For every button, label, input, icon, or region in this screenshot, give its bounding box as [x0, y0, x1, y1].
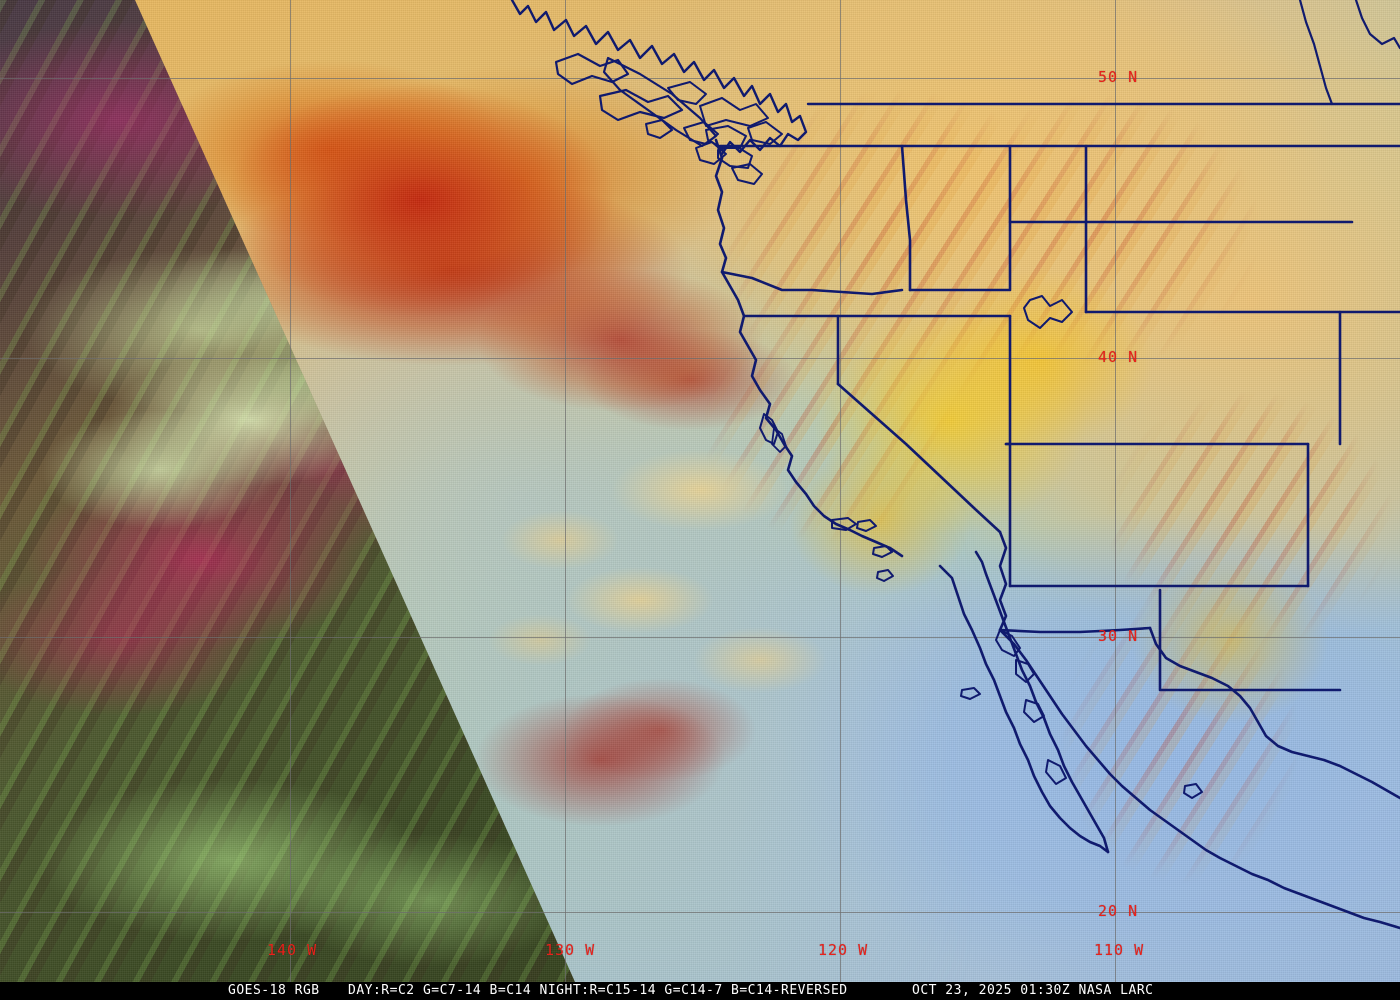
- caption-satellite: GOES-18 RGB: [228, 983, 320, 998]
- lat-label-30n: 30 N: [1098, 627, 1139, 645]
- lat-label-20n: 20 N: [1098, 902, 1139, 920]
- vancouver-island-puget-sound: [602, 56, 763, 185]
- lat-label-40n: 40 N: [1098, 348, 1139, 366]
- us-canada-border: [718, 0, 1400, 148]
- caption-bar: GOES-18 RGB DAY:R=C2 G=C7-14 B=C14 NIGHT…: [0, 982, 1400, 1000]
- channel-islands: [831, 517, 981, 700]
- lon-label-140w: 140 W: [267, 941, 318, 959]
- lat-label-50n: 50 N: [1098, 68, 1139, 86]
- caption-timestamp-source: OCT 23, 2025 01:30Z NASA LARC: [912, 983, 1154, 998]
- british-columbia-coastline: [510, 0, 808, 165]
- lon-label-130w: 130 W: [545, 941, 596, 959]
- lon-label-110w: 110 W: [1094, 941, 1145, 959]
- baja-california-coastline: [938, 550, 1400, 930]
- us-west-coastline: [714, 138, 904, 558]
- lon-label-120w: 120 W: [818, 941, 869, 959]
- san-francisco-bay: [759, 413, 787, 453]
- caption-rgb-recipe: DAY:R=C2 G=C7-14 B=C14 NIGHT:R=C15-14 G=…: [348, 983, 848, 998]
- us-state-boundaries: [720, 144, 1400, 692]
